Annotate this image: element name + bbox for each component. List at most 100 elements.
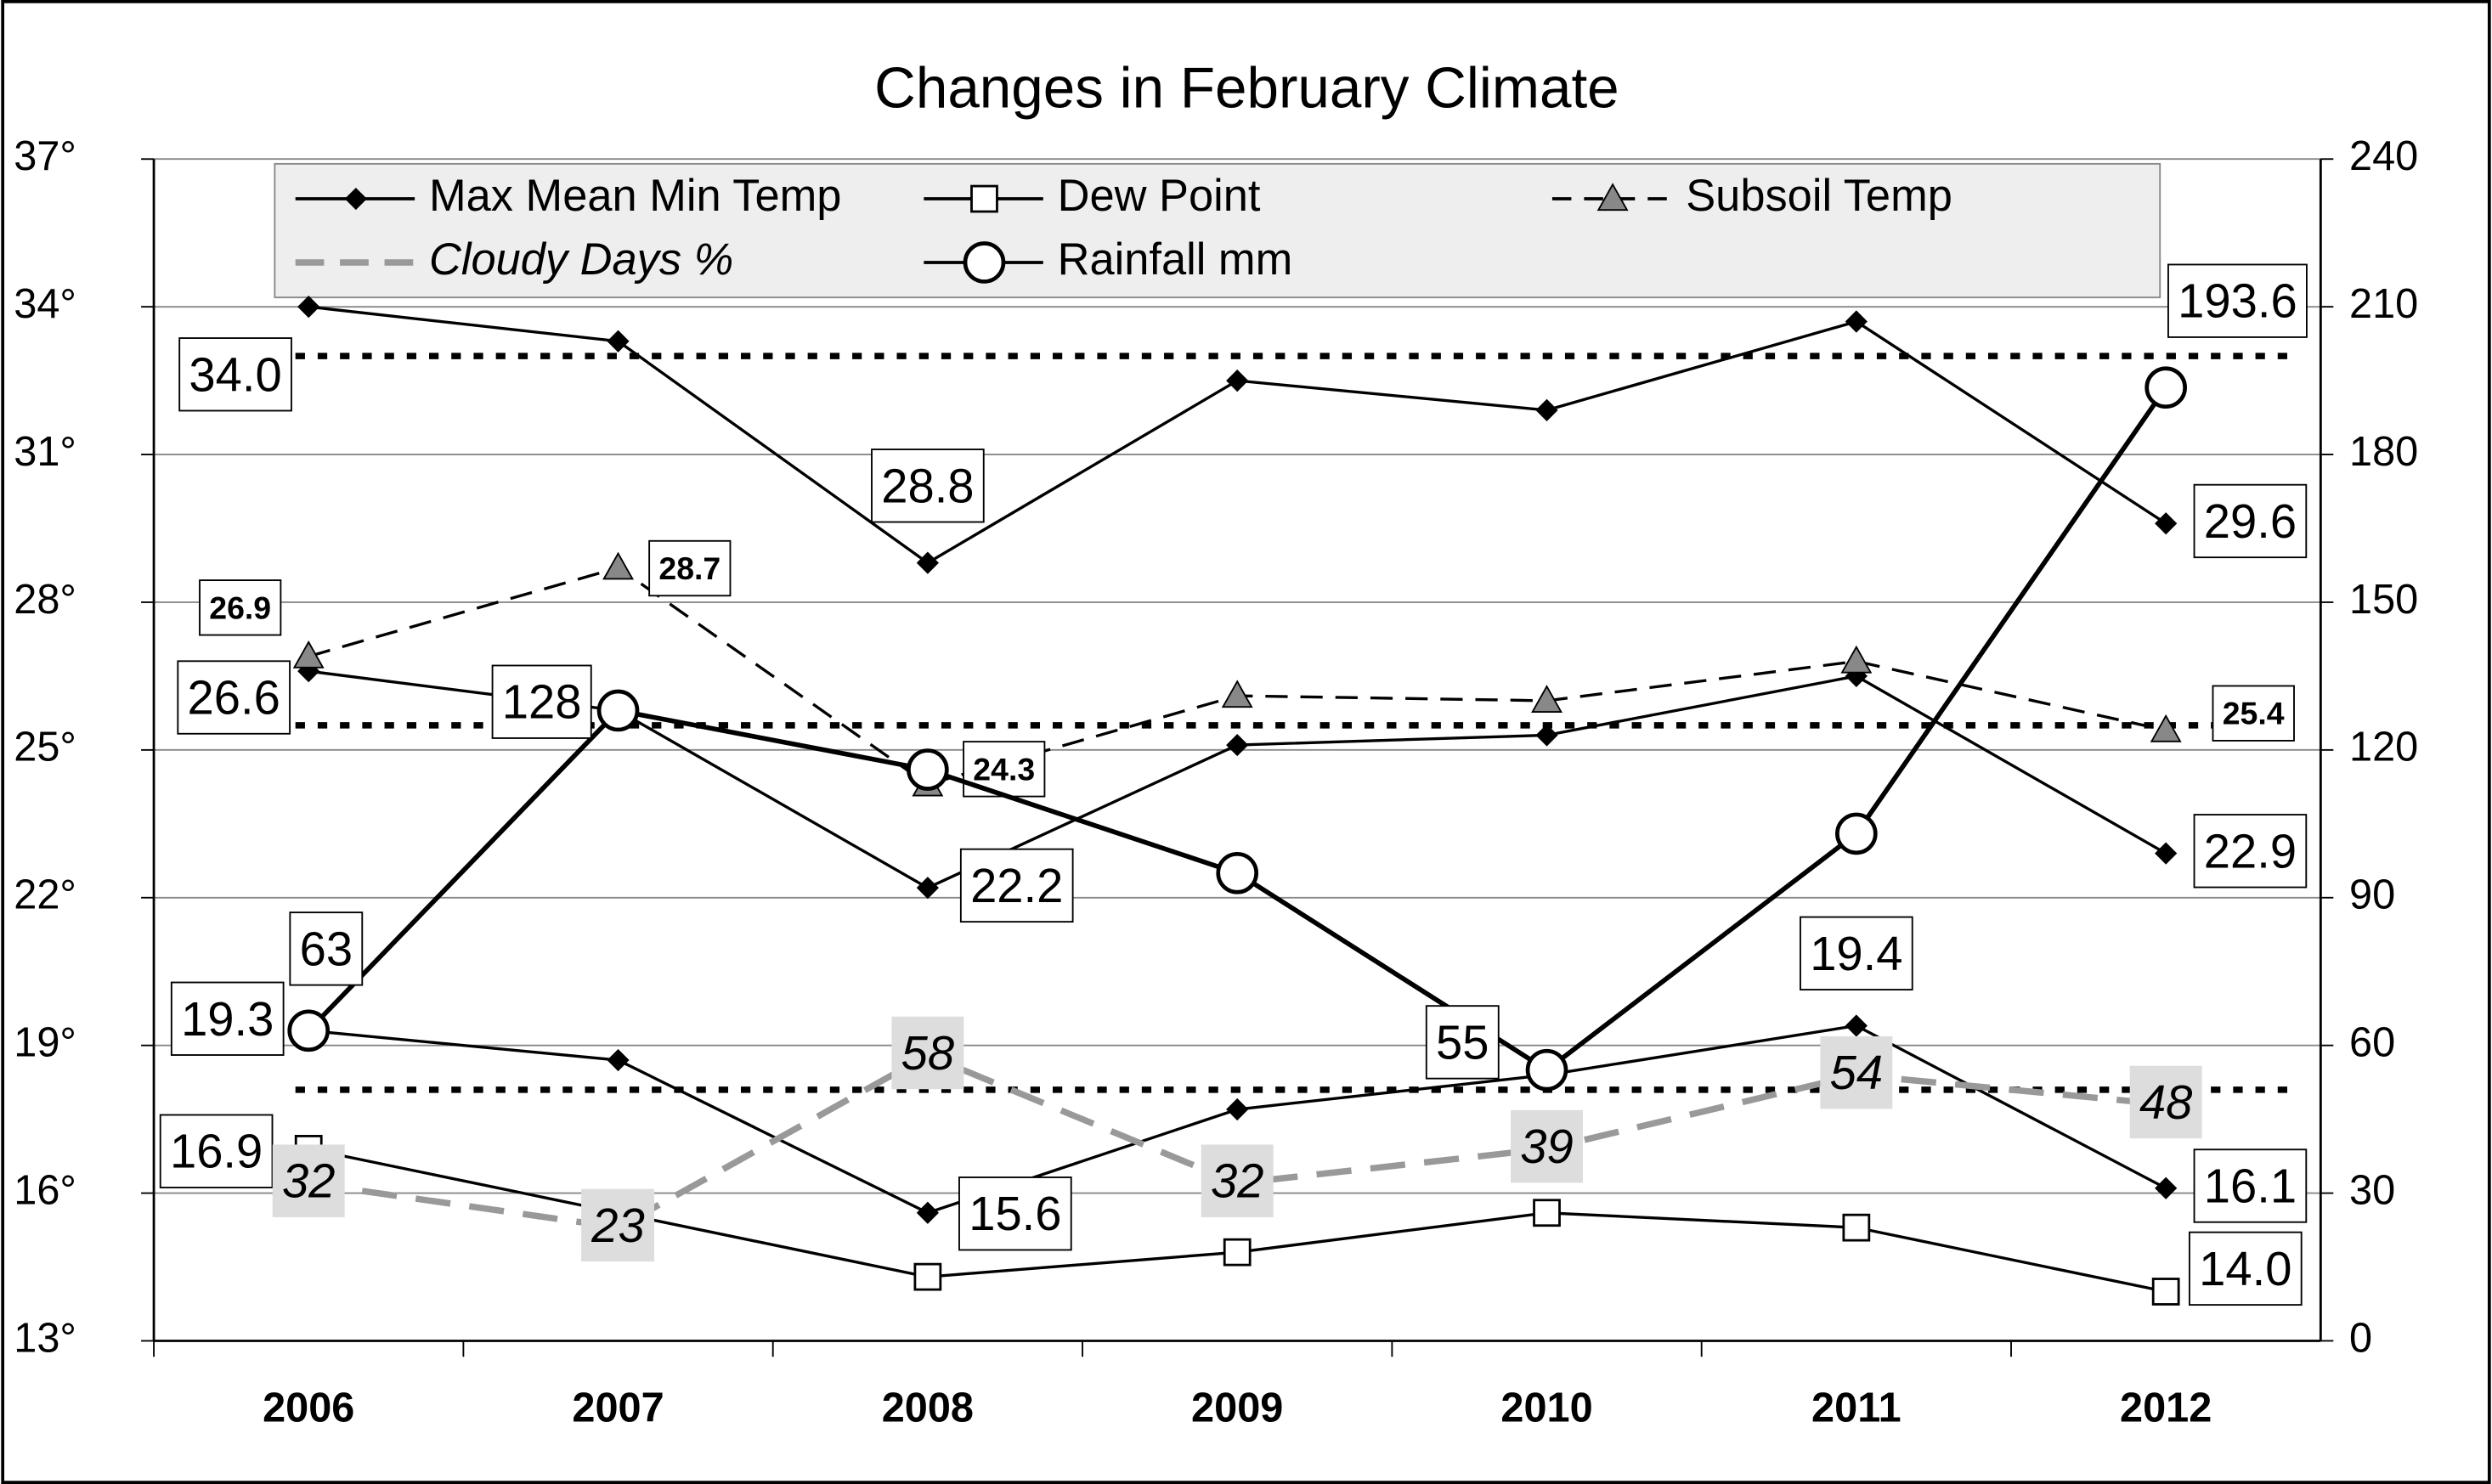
data-label: 25.4 [2223, 696, 2285, 731]
data-label: 19.3 [181, 992, 274, 1046]
data-point [287, 1009, 331, 1052]
y2-tick-label: 0 [2349, 1315, 2372, 1361]
data-point [1842, 1213, 1871, 1242]
data-label-box [199, 579, 282, 636]
y-tick-label: 25° [14, 725, 76, 770]
data-label: 22.9 [2204, 824, 2297, 877]
data-label: 24.3 [973, 751, 1035, 787]
data-label: 29.6 [2204, 494, 2297, 548]
data-point [1226, 369, 1249, 392]
data-label-box [2193, 1148, 2308, 1223]
y-tick-label: 34° [14, 281, 76, 327]
data-label-box [581, 1188, 655, 1262]
data-label-box [648, 539, 732, 597]
data-point [2155, 512, 2178, 535]
data-point [916, 877, 939, 900]
data-point [1535, 724, 1558, 747]
legend [274, 162, 2161, 299]
data-label: 58 [901, 1026, 954, 1080]
data-point [2150, 714, 2182, 742]
data-point [602, 551, 635, 580]
y2-tick-label: 90 [2349, 872, 2395, 918]
data-label-box [272, 1144, 345, 1217]
chart-title: Changes in February Climate [874, 56, 1619, 120]
legend-label: Cloudy Days % [429, 235, 733, 285]
y2-tick-label: 240 [2349, 133, 2418, 179]
legend-label: Rainfall mm [1058, 235, 1293, 285]
data-label-box [178, 337, 292, 412]
data-point [2155, 1176, 2178, 1199]
data-point [913, 1262, 942, 1291]
x-tick-label: 2007 [572, 1385, 664, 1431]
data-point [1525, 1048, 1568, 1092]
x-tick-label: 2006 [263, 1385, 354, 1431]
data-label-box [2129, 1065, 2202, 1139]
data-label-box [2167, 263, 2308, 338]
data-point [1835, 812, 1878, 855]
data-label: 15.6 [969, 1187, 1061, 1240]
data-label-box [1511, 1109, 1583, 1183]
y2-tick-label: 150 [2349, 577, 2418, 623]
data-label-box [958, 1176, 1072, 1251]
data-label-box [289, 911, 364, 986]
data-label: 48 [2139, 1075, 2192, 1129]
y-tick-label: 13° [14, 1315, 76, 1361]
data-label: 55 [1436, 1015, 1489, 1069]
data-point [1226, 733, 1249, 757]
legend-marker [963, 241, 1006, 284]
data-point [1223, 1238, 1252, 1267]
data-label-box [2193, 483, 2308, 559]
data-label-box [959, 848, 1074, 923]
data-label: 26.6 [188, 671, 280, 725]
data-point [596, 689, 640, 732]
legend-marker [970, 184, 998, 213]
y2-tick-label: 60 [2349, 1020, 2395, 1066]
data-label: 63 [300, 922, 353, 975]
data-point [2151, 1278, 2180, 1306]
data-point [292, 640, 325, 669]
x-tick-label: 2011 [1811, 1385, 1901, 1431]
data-point [1216, 851, 1259, 894]
data-label: 23 [591, 1199, 644, 1252]
x-tick-label: 2009 [1191, 1385, 1283, 1431]
data-label-box [871, 449, 985, 523]
data-label: 128 [502, 675, 582, 729]
y-tick-label: 28° [14, 577, 76, 623]
data-label: 28.7 [658, 550, 720, 586]
data-label-box [1425, 1005, 1500, 1080]
legend-label: Dew Point [1058, 172, 1261, 221]
data-label-box [2212, 685, 2295, 742]
data-point [1531, 685, 1562, 713]
data-label: 22.2 [970, 859, 1063, 912]
data-point [907, 748, 949, 791]
data-label: 28.8 [881, 459, 974, 512]
data-point [1845, 1014, 1868, 1037]
data-label-box [170, 981, 285, 1056]
data-label: 34.0 [189, 347, 281, 401]
data-label: 39 [1520, 1120, 1573, 1173]
legend-marker [1596, 183, 1629, 212]
x-tick-label: 2010 [1500, 1385, 1592, 1431]
data-label-box [1820, 1035, 1893, 1109]
legend-label: Subsoil Temp [1686, 172, 1952, 221]
y-tick-label: 31° [14, 429, 76, 475]
data-label: 16.9 [170, 1125, 263, 1178]
y2-tick-label: 30 [2349, 1167, 2395, 1213]
y2-tick-label: 120 [2349, 725, 2418, 770]
data-point [916, 551, 939, 574]
y2-tick-label: 180 [2349, 429, 2418, 475]
data-point [2144, 366, 2187, 409]
legend-marker [344, 187, 367, 211]
data-point [1221, 680, 1253, 708]
data-point [1533, 1199, 1561, 1227]
data-label-box [491, 664, 592, 739]
y-tick-label: 16° [14, 1167, 76, 1213]
data-label: 32 [1211, 1154, 1263, 1208]
data-label-box [2188, 1231, 2303, 1306]
data-label: 32 [282, 1154, 335, 1208]
data-label: 16.1 [2204, 1159, 2297, 1212]
data-label-box [1800, 916, 1913, 990]
x-tick-label: 2008 [882, 1385, 974, 1431]
data-point [2155, 842, 2178, 865]
